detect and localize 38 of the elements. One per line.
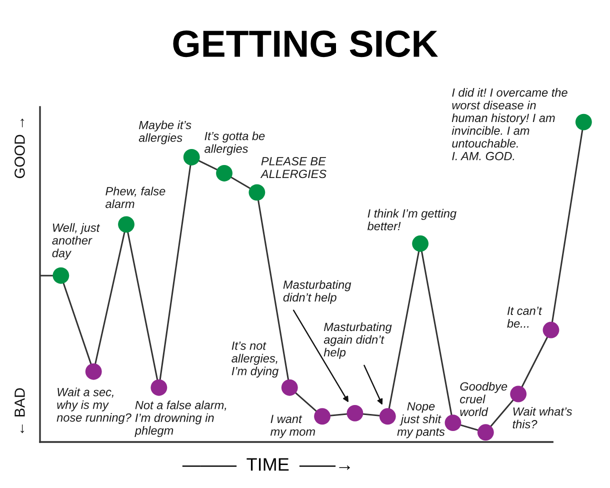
chart-title: GETTING SICK [173,30,438,58]
annotation: It can’t be... [507,306,542,328]
point [477,424,494,441]
point [281,379,298,396]
annotation: Nope just shit my pants [397,402,445,438]
annotation: It’s not allergies, I’m dying [232,342,279,378]
point [85,363,102,380]
annotation: PLEASE BE ALLERGIES [260,157,326,178]
annotation: Masturbating didn’t help [283,280,352,304]
annotation: Wait a sec, why is my nose running? [56,388,132,424]
annotation: Well, just another day [52,223,100,260]
annotation: I think I’m getting better! [367,208,456,230]
point [412,235,429,252]
text: ← BAD [14,388,25,434]
annotation: Goodbye cruel world [460,382,508,416]
point [248,184,266,201]
annotation: I want my mom [270,414,315,438]
annotation: Not a false alarm, I’m drowning in phlegm [134,400,226,438]
annotation: Wait what’s this? [512,407,572,428]
annotation: I did it! I overcame the worst disease in human history! I am invincible. I am untouchable. I. AM. GOD. [452,88,568,160]
point [314,408,331,425]
point [150,379,168,396]
annotation: Masturbating again didn’t help [324,322,392,359]
point [444,414,462,432]
point [52,267,70,284]
point [118,216,134,233]
point [510,386,527,402]
point [183,149,200,166]
point [216,165,232,182]
x-axis-title: ——— TIME ——→ [182,458,350,471]
annotation: Phew, false alarm [106,186,166,208]
annotation: It’s gotta be allergies [204,132,265,156]
annotation: Maybe it’s allergies [138,120,192,144]
text: GOOD → [14,118,25,178]
point [379,408,396,425]
point [346,404,364,422]
point [542,322,560,338]
point [575,114,592,130]
